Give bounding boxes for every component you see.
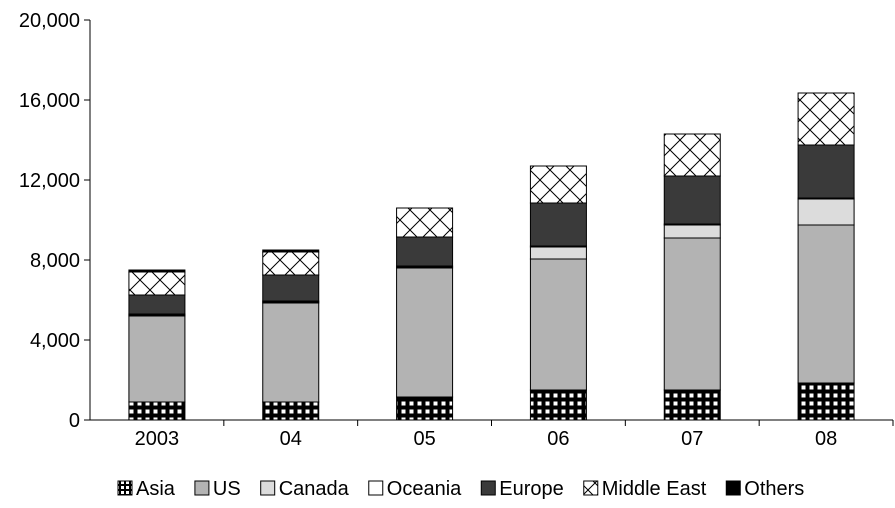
legend-label-us: US <box>213 478 241 500</box>
bar-segment-us-04 <box>262 302 320 403</box>
legend-label-others: Others <box>744 478 804 500</box>
bar-segment-asia-06 <box>529 389 587 421</box>
bar-segment-europe-06 <box>529 202 587 247</box>
bar-segment-us-05 <box>396 267 454 398</box>
bar-segment-middle-east-2003 <box>128 271 186 296</box>
legend-swatch-oceania <box>368 480 384 496</box>
legend-swatch-canada <box>260 480 276 496</box>
bar-segment-europe-05 <box>396 236 454 267</box>
bar-segment-europe-04 <box>262 274 320 302</box>
x-tick-label: 06 <box>547 428 569 450</box>
legend-label-oceania: Oceania <box>387 478 462 500</box>
bar-segment-middle-east-07 <box>663 133 721 177</box>
y-tick-label: 16,000 <box>19 90 80 112</box>
axes-group: 0 4,000 8,000 12,000 16,000 20,000 2003 04 05 06 0… <box>19 10 894 450</box>
bar-segment-us-2003 <box>128 315 186 403</box>
bar-segment-us-08 <box>797 224 855 384</box>
y-tick-label: 12,000 <box>19 170 80 192</box>
bar-segment-middle-east-05 <box>396 207 454 238</box>
x-tick-label: 04 <box>280 428 302 450</box>
x-tick-label: 2003 <box>135 428 180 450</box>
legend-swatch-middle-east <box>583 480 599 496</box>
y-tick-label: 0 <box>69 410 80 432</box>
bar-segment-asia-07 <box>663 389 721 421</box>
bar-segment-canada-06 <box>529 246 587 260</box>
x-tick-label: 08 <box>815 428 837 450</box>
bar-segment-asia-2003 <box>128 401 186 421</box>
legend-label-middle-east: Middle East <box>602 478 707 500</box>
bars-group <box>128 92 855 421</box>
legend-swatch-asia <box>117 480 133 496</box>
bar-segment-middle-east-04 <box>262 251 320 276</box>
y-tick-label: 8,000 <box>30 250 80 272</box>
legend-label-asia: Asia <box>136 478 176 500</box>
legend-label-europe: Europe <box>499 478 564 500</box>
legend-swatch-us <box>194 480 210 496</box>
bar-segment-us-07 <box>663 237 721 391</box>
bar-segment-asia-08 <box>797 382 855 421</box>
legend-swatch-europe <box>480 480 496 496</box>
y-tick-label: 20,000 <box>19 10 80 32</box>
legend-swatch-others <box>725 480 741 496</box>
bar-segment-europe-2003 <box>128 294 186 315</box>
bar-segment-middle-east-06 <box>529 165 587 204</box>
legend-label-canada: Canada <box>279 478 350 500</box>
x-tick-label: 05 <box>413 428 435 450</box>
y-tick-label: 4,000 <box>30 330 80 352</box>
bar-segment-asia-04 <box>262 401 320 421</box>
bar-segment-middle-east-08 <box>797 92 855 146</box>
bar-segment-europe-07 <box>663 175 721 225</box>
bar-segment-others-04 <box>262 249 320 253</box>
x-tick-label: 07 <box>681 428 703 450</box>
bar-segment-asia-05 <box>396 396 454 421</box>
bar-segment-others-2003 <box>128 269 186 273</box>
bar-segment-us-06 <box>529 258 587 391</box>
legend: Asia US Canada Oceania Europe Middle East Othe… <box>117 478 804 500</box>
bar-segment-europe-08 <box>797 144 855 199</box>
bar-segment-canada-08 <box>797 198 855 226</box>
bar-segment-canada-07 <box>663 224 721 239</box>
